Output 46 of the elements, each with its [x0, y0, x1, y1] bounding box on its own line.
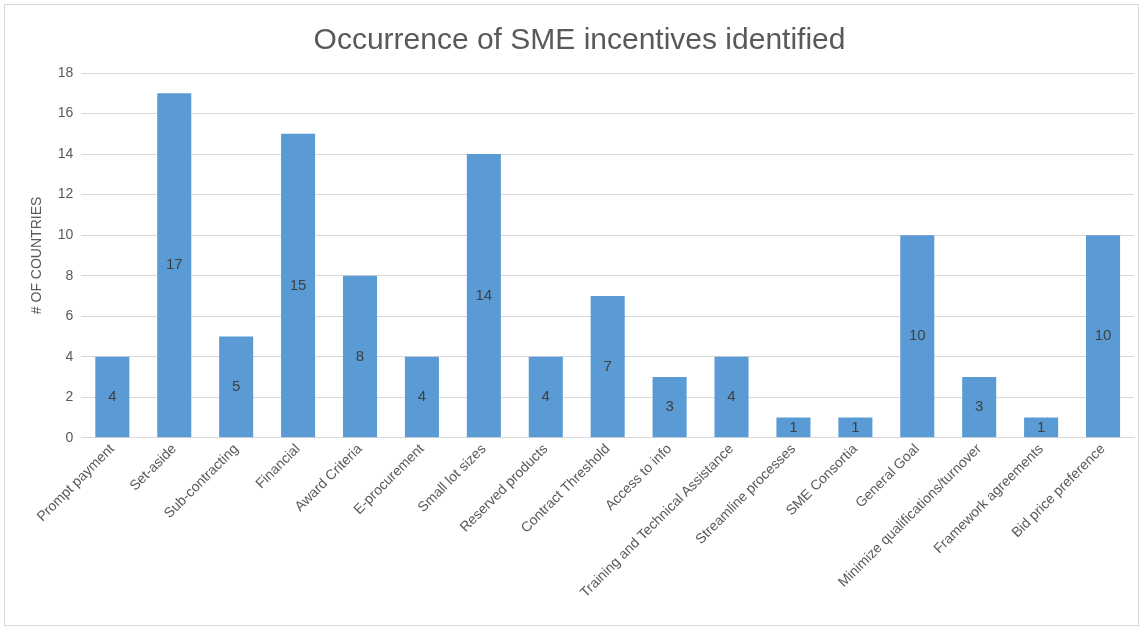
y-tick-label: 8	[65, 266, 74, 283]
bar	[962, 377, 997, 438]
y-tick-label: 2	[65, 388, 74, 405]
bar	[652, 377, 687, 438]
data-label: 4	[727, 387, 736, 405]
y-tick-label: 6	[65, 307, 74, 324]
bar	[776, 417, 811, 438]
bar	[1086, 235, 1121, 438]
data-label: 17	[165, 255, 183, 273]
bar	[590, 295, 625, 438]
bar	[281, 133, 316, 438]
data-label: 1	[789, 417, 798, 435]
y-tick-label: 16	[57, 104, 74, 121]
data-label: 15	[289, 275, 307, 293]
y-tick-label: 18	[57, 63, 74, 80]
data-label: 1	[1036, 417, 1046, 435]
bar	[95, 356, 130, 438]
y-tick-label: 14	[57, 144, 74, 161]
bar	[714, 356, 749, 438]
data-label: 4	[541, 387, 550, 405]
y-tick-label: 12	[57, 185, 74, 202]
y-tick-label: 0	[65, 428, 74, 445]
data-label: 7	[603, 356, 612, 374]
y-axis-title: # OF COUNTRIES	[28, 196, 45, 315]
bar	[404, 356, 439, 438]
bar	[838, 417, 873, 438]
data-label: 14	[475, 285, 493, 303]
bar	[157, 93, 192, 438]
bar	[466, 154, 501, 438]
y-tick-label: 4	[65, 347, 74, 364]
data-label: 5	[232, 377, 241, 395]
bar	[1024, 417, 1059, 438]
data-label: 1	[851, 417, 860, 435]
bar	[528, 356, 563, 438]
bar	[342, 275, 378, 438]
bar	[900, 235, 935, 438]
y-tick-label: 10	[57, 226, 74, 242]
data-label: 10	[1094, 326, 1112, 344]
bar	[219, 336, 254, 438]
data-label: 10	[908, 326, 926, 344]
chart-title: Occurrence of SME incentives identified	[313, 22, 846, 56]
data-label: 3	[665, 397, 674, 415]
data-label: 4	[417, 387, 427, 405]
data-label: 8	[355, 346, 365, 364]
data-label: 4	[108, 387, 117, 405]
data-label: 3	[975, 397, 984, 415]
